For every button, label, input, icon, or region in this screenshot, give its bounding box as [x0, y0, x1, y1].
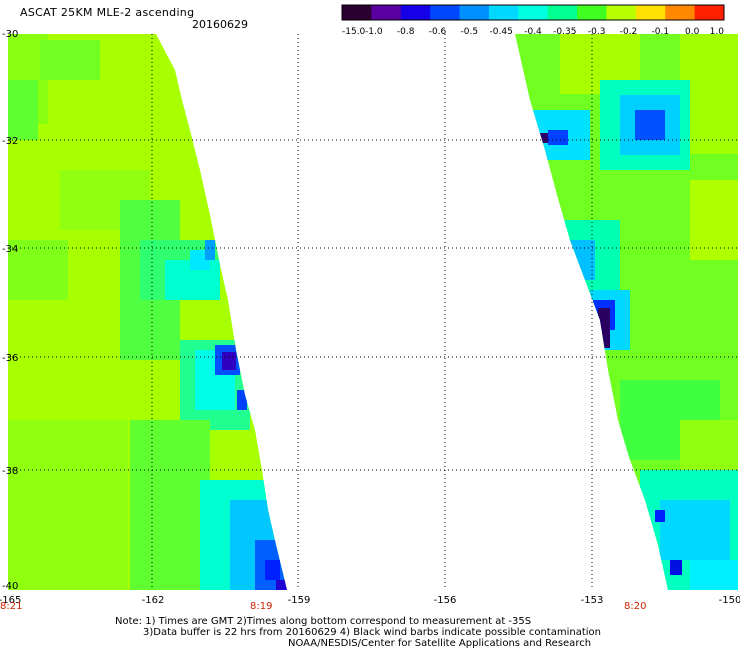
colorbar-swatch — [488, 5, 519, 20]
colorbar-tick-label: -15.0 — [342, 27, 366, 37]
map-date: 20160629 — [192, 18, 248, 31]
x-axis-labels: -165 -162 -159 -156 -153 -150 — [0, 595, 740, 606]
x-label: -162 — [142, 595, 165, 606]
colorbar-swatch — [547, 5, 578, 20]
colorbar-swatch — [694, 5, 725, 20]
y-label: -36 — [2, 353, 18, 364]
x-label: -156 — [434, 595, 457, 606]
y-label: -32 — [2, 136, 18, 147]
x-label: -153 — [581, 595, 604, 606]
time-label: 8:20 — [624, 601, 646, 612]
map-title: ASCAT 25KM MLE-2 ascending — [20, 6, 195, 19]
colorbar-tick-label: -0.4 — [524, 27, 542, 37]
colorbar-tick-label: -0.3 — [588, 27, 606, 37]
colorbar-swatch — [400, 5, 431, 20]
colorbar-tick-label: 0.0 — [685, 27, 700, 37]
y-label: -40 — [2, 581, 18, 592]
colorbar-swatch — [430, 5, 461, 20]
x-label: -159 — [288, 595, 311, 606]
colorbar-swatch — [459, 5, 490, 20]
left-swath — [8, 34, 287, 590]
colorbar-tick-label: -0.5 — [461, 27, 479, 37]
colorbar-tick-label: -0.45 — [490, 27, 513, 37]
colorbar-tick-label: -0.1 — [652, 27, 670, 37]
right-swath — [515, 34, 738, 590]
colorbar-tick-label: -0.2 — [620, 27, 638, 37]
time-label: 8:19 — [250, 601, 272, 612]
colorbar-swatch — [606, 5, 637, 20]
grid — [8, 34, 738, 590]
y-axis-labels: -30 -32 -34 -36 -38 -40 — [2, 29, 18, 592]
note-line-2: 3)Data buffer is 22 hrs from 20160629 4)… — [143, 627, 601, 638]
colorbar-tick-label: -0.35 — [553, 27, 576, 37]
time-labels: 8:21 8:19 8:20 — [0, 601, 646, 612]
y-label: -30 — [2, 29, 18, 40]
colorbar-swatch — [577, 5, 607, 20]
colorbar: -15.0 -1.0 -0.8 -0.6 -0.5 -0.45 -0.4 -0.35 -0.3 -… — [341, 4, 725, 37]
x-label: -150 — [719, 595, 740, 606]
time-label: 8:21 — [0, 601, 22, 612]
colorbar-swatch — [635, 5, 666, 20]
colorbar-swatch — [665, 5, 696, 20]
colorbar-swatch — [518, 5, 549, 20]
colorbar-swatch — [342, 5, 372, 20]
y-label: -38 — [2, 466, 18, 477]
colorbar-tick-label: -0.8 — [397, 27, 415, 37]
colorbar-tick-label: 1.0 — [710, 27, 725, 37]
note-line-3: NOAA/NESDIS/Center for Satellite Applica… — [288, 638, 592, 649]
colorbar-frame — [341, 4, 725, 21]
note-line-1: Note: 1) Times are GMT 2)Times along bot… — [115, 616, 532, 627]
x-label: -165 — [0, 595, 21, 606]
y-label: -34 — [2, 244, 18, 255]
colorbar-tick-label: -0.6 — [429, 27, 447, 37]
colorbar-tick-label: -1.0 — [365, 27, 383, 37]
colorbar-swatch — [371, 5, 402, 20]
